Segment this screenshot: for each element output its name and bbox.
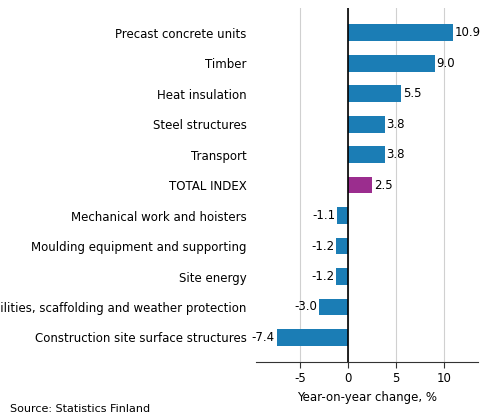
Bar xyxy=(348,25,453,41)
Text: -1.2: -1.2 xyxy=(312,240,334,253)
Bar xyxy=(277,329,348,346)
Text: 3.8: 3.8 xyxy=(387,118,405,131)
Bar xyxy=(336,238,348,255)
Text: 3.8: 3.8 xyxy=(387,148,405,161)
Bar xyxy=(348,85,401,102)
Text: 10.9: 10.9 xyxy=(455,26,481,39)
Text: -3.0: -3.0 xyxy=(294,300,317,314)
Bar xyxy=(348,55,435,72)
Text: 5.5: 5.5 xyxy=(403,87,422,100)
Text: Source: Statistics Finland: Source: Statistics Finland xyxy=(10,404,150,414)
Bar xyxy=(348,177,372,193)
Bar xyxy=(348,116,385,133)
X-axis label: Year-on-year change, %: Year-on-year change, % xyxy=(297,391,437,404)
Text: -1.1: -1.1 xyxy=(313,209,335,222)
Bar xyxy=(348,146,385,163)
Bar xyxy=(336,268,348,285)
Text: 2.5: 2.5 xyxy=(374,178,392,192)
Text: 9.0: 9.0 xyxy=(437,57,456,70)
Bar xyxy=(319,299,348,315)
Text: -7.4: -7.4 xyxy=(251,331,275,344)
Text: -1.2: -1.2 xyxy=(312,270,334,283)
Bar xyxy=(337,207,348,224)
